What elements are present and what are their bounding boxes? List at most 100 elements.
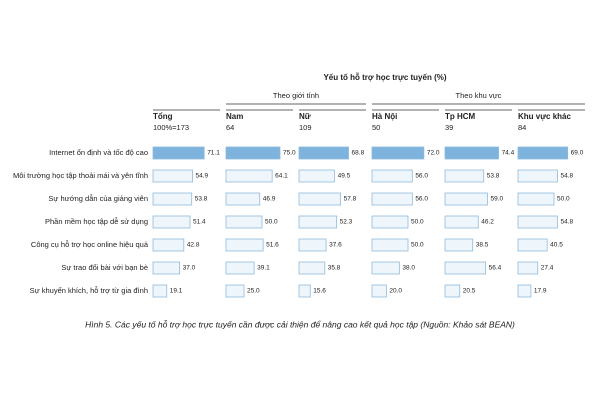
panel-name: Nữ [299,112,311,121]
panel-sample: 64 [226,123,234,132]
value-label: 51.4 [193,219,206,226]
value-label: 50.0 [411,242,424,249]
bar [444,146,499,160]
row-label: Công cụ hỗ trợ học online hiệu quả [31,240,149,249]
value-label: 38.5 [476,242,489,249]
row-label: Phần mềm học tập dễ sử dụng [45,217,148,226]
panel-name: Hà Nội [372,112,397,121]
bar [517,261,539,275]
value-label: 25.0 [247,288,260,295]
panel-name: Nam [226,112,243,121]
bar [225,238,264,252]
chart-title: Yếu tố hỗ trợ học trực tuyến (%) [323,73,446,82]
panel-sample: 100%=173 [153,123,189,132]
value-label: 42.8 [187,242,200,249]
bar [225,284,245,298]
value-label: 39.1 [257,265,270,272]
panel-name: Tp HCM [445,112,476,121]
bar [152,238,185,252]
value-label: 54.8 [560,173,573,180]
panel-sample: 109 [299,123,312,132]
bar [517,169,558,183]
bar [371,146,425,160]
value-label: 40.5 [550,242,563,249]
row-label: Sự trao đổi bài với bạn bè [61,263,148,272]
value-label: 57.8 [344,196,357,203]
row-label: Internet ổn định và tốc độ cao [49,148,148,157]
value-label: 52.3 [340,219,353,226]
value-label: 72.0 [427,150,440,157]
value-label: 46.2 [481,219,494,226]
value-label: 19.1 [170,288,183,295]
bar [152,146,205,160]
value-label: 20.0 [389,288,402,295]
bar [517,284,532,298]
bar [152,284,168,298]
value-label: 50.0 [265,219,278,226]
value-label: 53.8 [487,173,500,180]
bar [371,215,409,229]
value-label: 50.0 [411,219,424,226]
bar [371,192,413,206]
value-label: 38.0 [402,265,415,272]
bar [152,215,191,229]
value-label: 27.4 [541,265,554,272]
row-label: Môi trường học tập thoải mái và yên tĩnh [13,171,148,180]
bar [517,146,569,160]
bar [444,284,461,298]
bar [298,215,338,229]
group-label: Theo giới tính [273,91,319,100]
bar [225,192,261,206]
row-label: Sự hướng dẫn của giảng viên [48,194,148,203]
bar [298,284,311,298]
bar [298,192,342,206]
value-label: 56.0 [415,196,428,203]
value-label: 50.0 [557,196,570,203]
caption: Hình 5. Các yếu tố hỗ trợ học trực tuyến… [85,319,515,329]
value-label: 68.8 [352,150,365,157]
value-label: 53.8 [195,196,208,203]
bar [444,192,488,206]
value-label: 54.8 [560,219,573,226]
value-label: 75.0 [283,150,296,157]
bar [371,261,400,275]
bar [517,192,555,206]
bar [371,284,387,298]
value-label: 71.1 [207,150,220,157]
value-label: 56.4 [489,265,502,272]
bar [444,261,487,275]
value-label: 59.0 [490,196,503,203]
bar [444,215,479,229]
bar [225,215,263,229]
value-label: 51.6 [266,242,279,249]
bar [225,146,281,160]
bar [298,146,349,160]
bar [152,169,193,183]
bar [371,238,409,252]
value-label: 74.4 [502,150,515,157]
panel-sample: 50 [372,123,380,132]
panel-name: Tổng [153,112,173,121]
bar [298,238,327,252]
value-label: 64.1 [275,173,288,180]
bar [225,261,255,275]
bar [517,238,548,252]
bar [152,261,181,275]
panel-sample: 84 [518,123,526,132]
value-label: 37.6 [329,242,342,249]
value-label: 20.5 [463,288,476,295]
value-label: 69.0 [571,150,584,157]
value-label: 15.6 [313,288,326,295]
value-label: 35.8 [328,265,341,272]
bar [444,169,485,183]
bar [225,169,273,183]
bar [298,261,326,275]
row-label: Sự khuyến khích, hỗ trợ từ gia đình [30,286,148,295]
value-label: 37.0 [183,265,196,272]
value-label: 56.0 [415,173,428,180]
bar [152,192,193,206]
bar [371,169,413,183]
value-label: 17.9 [534,288,547,295]
panel-sample: 39 [445,123,453,132]
